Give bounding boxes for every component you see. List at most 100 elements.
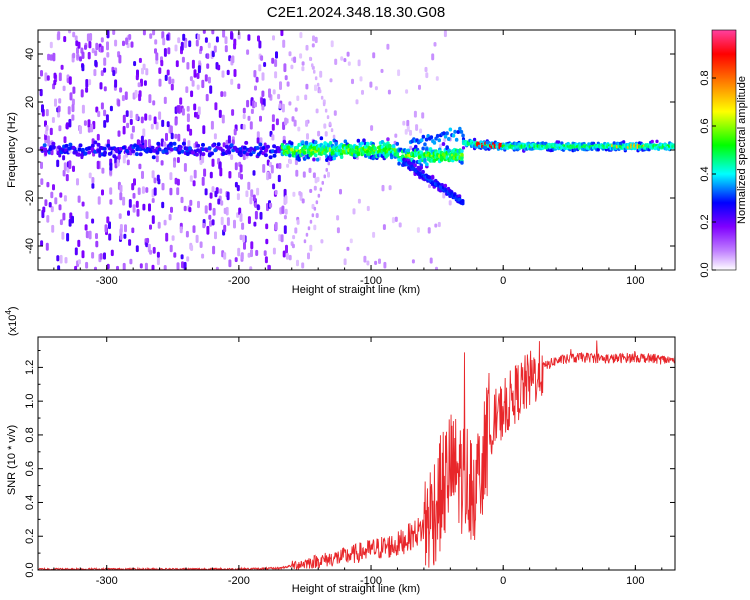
heatmap-cell [423, 158, 427, 162]
heatmap-cell [171, 235, 175, 241]
heatmap-cell [106, 52, 110, 58]
heatmap-cell [261, 72, 265, 81]
heatmap-cell [141, 170, 144, 180]
heatmap-cell [135, 74, 139, 81]
heatmap-cell [317, 193, 321, 198]
heatmap-cell [207, 146, 212, 151]
heatmap-cell [220, 200, 224, 206]
heatmap-cell [130, 41, 134, 48]
heatmap-cell [45, 125, 49, 132]
heatmap-cell [214, 190, 218, 198]
heatmap-cell [458, 126, 462, 131]
heatmap-cell [233, 128, 237, 136]
heatmap-cell [169, 187, 173, 196]
heatmap-cell [65, 122, 69, 130]
heatmap-cell [54, 197, 58, 205]
heatmap-cell [140, 78, 143, 87]
heatmap-cell [271, 57, 275, 64]
heatmap-cell [106, 263, 110, 270]
heatmap-cell [191, 150, 195, 155]
heatmap-cell [228, 171, 232, 179]
heatmap-cell [313, 206, 317, 211]
heatmap-cell [173, 252, 177, 258]
heatmap-cell [100, 102, 104, 110]
heatmap-cell [319, 187, 323, 192]
heatmap-cell [121, 95, 125, 102]
heatmap-cell [127, 210, 130, 216]
heatmap-cell [272, 89, 276, 95]
heatmap-cell [278, 162, 282, 169]
heatmap-cell [62, 212, 66, 221]
heatmap-cell [193, 169, 197, 179]
heatmap-cell [180, 254, 184, 260]
heatmap-cell [226, 191, 230, 201]
heatmap-cell [150, 123, 154, 130]
spectrogram-heatmap [39, 30, 675, 270]
heatmap-cell [435, 76, 439, 81]
heatmap-cell [131, 227, 135, 234]
heatmap-cell [226, 69, 230, 76]
heatmap-cell [268, 155, 273, 160]
heatmap-cell [135, 245, 139, 253]
heatmap-cell [49, 54, 53, 61]
heatmap-cell [283, 63, 287, 73]
heatmap-cell [280, 30, 284, 37]
heatmap-cell [186, 105, 190, 112]
heatmap-cell [85, 87, 89, 93]
heatmap-cell [274, 59, 278, 68]
heatmap-cell [260, 55, 264, 61]
heatmap-cell [239, 164, 243, 173]
heatmap-cell [339, 155, 344, 159]
heatmap-cell [236, 193, 240, 201]
heatmap-cell [406, 148, 411, 153]
heatmap-cell [76, 54, 80, 60]
heatmap-cell [312, 35, 315, 42]
heatmap-cell [224, 144, 229, 149]
heatmap-cell [259, 137, 263, 144]
heatmap-cell [201, 176, 205, 186]
heatmap-cell [292, 191, 296, 197]
heatmap-cell [241, 222, 245, 230]
heatmap-cell [51, 117, 55, 124]
heatmap-cell [442, 191, 446, 199]
heatmap-cell [176, 105, 180, 113]
heatmap-cell [163, 48, 167, 57]
heatmap-cell [210, 120, 214, 130]
heatmap-cell [97, 110, 101, 118]
heatmap-cell [189, 76, 193, 82]
heatmap-cell [72, 165, 75, 173]
heatmap-cell [383, 261, 387, 269]
heatmap-cell [282, 39, 286, 48]
heatmap-cell [301, 61, 305, 66]
heatmap-cell [573, 148, 577, 152]
heatmap-cell [242, 234, 246, 243]
heatmap-cell [427, 175, 432, 180]
heatmap-cell [263, 153, 268, 158]
heatmap-cell [425, 162, 429, 167]
heatmap-cell [144, 113, 148, 121]
heatmap-cell [238, 150, 243, 155]
heatmap-cell [135, 113, 139, 121]
heatmap-cell [201, 142, 205, 147]
heatmap-cell [181, 141, 186, 146]
heatmap-cell [40, 240, 44, 247]
heatmap-cell [84, 224, 88, 231]
heatmap-cell [71, 215, 74, 224]
heatmap-cell [213, 133, 217, 140]
heatmap-cell [221, 70, 225, 78]
heatmap-cell [48, 147, 53, 151]
heatmap-cell [76, 152, 81, 157]
heatmap-cell [421, 169, 425, 174]
heatmap-cell [453, 129, 457, 134]
snr-y-multiplier: (x104) [4, 306, 19, 336]
heatmap-cell [71, 145, 76, 150]
heatmap-cell [248, 148, 252, 153]
heatmap-cell [250, 189, 254, 198]
heatmap-cell [330, 128, 334, 133]
heatmap-cell [68, 142, 73, 147]
x-tick-label: -300 [96, 275, 118, 287]
heatmap-cell [211, 143, 216, 148]
heatmap-cell [397, 69, 401, 77]
heatmap-cell [249, 196, 253, 205]
heatmap-cell [231, 109, 235, 116]
